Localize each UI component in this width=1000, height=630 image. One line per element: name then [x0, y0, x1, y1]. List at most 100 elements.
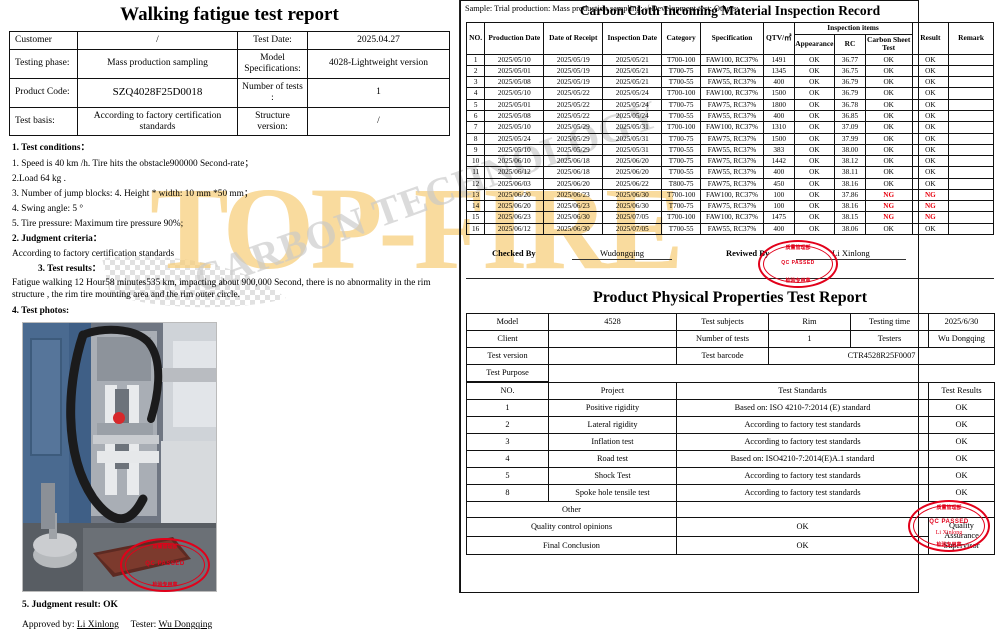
table-row: 2 Lateral rigidity According to factory te… — [466, 415, 995, 434]
physical-info-table: Model 4528 Test subjects Rim Testing tim… — [460, 0, 995, 593]
condition-line: 4. Swing angle: 5 ° — [12, 203, 84, 214]
cell-remark — [948, 121, 994, 134]
table-row: 13 2025/06/20 2025/06/23 2025/06/30 T700-100… — [465, 188, 994, 202]
cell-test-results: OK — [928, 449, 995, 468]
cell-rc: 38.06 — [834, 222, 866, 236]
approval-line: Approved by: Li Xinlong Tester: Wu Dongq… — [22, 620, 451, 630]
criteria-text: According to factory certification stand… — [12, 248, 175, 259]
table-row-final-conclusion: Final Conclusion OK — [466, 535, 995, 556]
table-group-header-row: NO. Production Date Date of Receipt Insp… — [465, 22, 994, 55]
report-header-table: Customer / Test Date: 2025.04.27 Testing… — [9, 31, 450, 137]
cell-result: OK — [911, 222, 950, 236]
cell-remark — [948, 155, 994, 168]
col-remark: Remark — [948, 22, 994, 55]
header-label-2: Model Specifications: — [237, 48, 308, 79]
section-divider — [466, 278, 994, 280]
table-row: 3 Inflation test According to factory test… — [466, 432, 995, 451]
condition-line: 3. Number of jump blocks: 4. Height * wi… — [12, 188, 254, 199]
header-value: SZQ4028F25D0018 — [77, 77, 238, 108]
value-testers: Wu Dongqing — [928, 330, 995, 348]
header-label: Testing phase: — [9, 48, 78, 79]
checked-by-label: Checked By — [492, 248, 536, 259]
table-row: Test Purpose Sample: Trial production: M… — [460, 0, 995, 593]
conditions-heading: 1. Test conditions： — [12, 143, 90, 154]
table-row: 1 2025/05/10 2025/05/19 2025/05/21 T700-100 F… — [465, 53, 994, 66]
cell-remark — [948, 200, 994, 213]
cell-remark — [948, 143, 994, 157]
cell-no: 3 — [465, 76, 486, 89]
header-value-2: 4028-Lightweight version — [307, 48, 450, 79]
table-row: 8 Spoke hole tensile test According to fac… — [466, 483, 995, 502]
table-row: Test basis: According to factory certifi… — [9, 106, 450, 137]
table-row: 8 2025/05/24 2025/05/29 2025/05/31 T700-75 FA… — [465, 132, 994, 145]
table-row: Customer / Test Date: 2025.04.27 — [9, 31, 450, 50]
physical-report-title: Product Physical Properties Test Report — [592, 289, 868, 307]
cell-remark — [948, 109, 994, 123]
header-value-2: 1 — [307, 77, 450, 108]
cell-inspection-date: 2025/07/05 — [602, 222, 663, 236]
table-row: 5 Shock Test According to factory test sta… — [466, 466, 995, 485]
table-row: 10 2025/06/10 2025/06/18 2025/06/20 T700-75 F… — [465, 155, 994, 168]
carbon-cloth-body: 1 2025/05/10 2025/05/19 2025/05/21 T700-100 F… — [465, 53, 994, 236]
cell-no: 16 — [465, 222, 486, 236]
header-value: Mass production sampling — [77, 48, 238, 79]
cell-remark — [948, 177, 994, 190]
col-result: Result — [911, 22, 950, 55]
cell-test-results: OK — [928, 415, 995, 434]
label-final-conclusion: Final Conclusion — [466, 535, 677, 556]
col-date-of-receipt: Date of Receipt — [543, 22, 604, 55]
value-test-purpose: Sample: Trial production: Mass productio… — [460, 0, 919, 593]
cell-remark — [948, 98, 994, 111]
physical-results-table: NO. Project Test Standards Test Results … — [466, 381, 995, 556]
header-label-2: Number of tests : — [237, 77, 308, 108]
cell-remark — [948, 132, 994, 145]
cell-no: 2 — [465, 64, 486, 78]
reviewed-by-value: Li Xinlong — [796, 248, 906, 261]
header-label: Product Code: — [9, 77, 78, 108]
label-test-barcode: Test barcode — [676, 346, 769, 365]
cell-test-results: OK — [928, 398, 995, 417]
table-row: 16 2025/06/12 2025/06/30 2025/07/05 T700-55 F… — [465, 222, 994, 236]
table-row: 11 2025/06/12 2025/06/18 2025/06/20 T700-55 F… — [465, 166, 994, 179]
criteria-heading: 2. Judgment criteria： — [12, 233, 103, 244]
column-divider — [459, 0, 460, 593]
results-heading: 3. Test results： — [38, 263, 102, 274]
table-row: 9 2025/05/10 2025/05/29 2025/05/31 T700-55 FA… — [465, 143, 994, 157]
carbon-cloth-title: Carbon Cloth Incoming Material Inspectio… — [579, 3, 881, 18]
header-label-2: Structure version: — [237, 106, 308, 137]
header-label: Test basis: — [9, 106, 78, 137]
col-qty: QTV/㎡ — [763, 22, 795, 55]
header-value-2: 2025.04.27 — [307, 31, 450, 50]
value-final-conclusion: OK — [676, 535, 929, 556]
cell-test-results: OK — [928, 483, 995, 502]
table-row: Product Code: SZQ4028F25D0018 Number of … — [9, 77, 450, 108]
signature-row-carbon: Checked By Wudongqing Reviwed By Li Xinl… — [466, 244, 994, 270]
cell-category: T700-55 — [661, 222, 701, 236]
cell-carbon-sheet-test: OK — [864, 222, 913, 236]
right-column: Carbon Cloth Incoming Material Inspectio… — [460, 0, 1000, 593]
table-row-qc-opinion: Quality control opinions OK Quality Assu… — [466, 517, 995, 556]
label-qa-supervisor: Quality Assurance Supervisor — [928, 517, 995, 556]
col-production-date: Production Date — [484, 22, 545, 55]
value-test-barcode: CTR4528R25F0007 — [768, 346, 995, 365]
judgment-result: 5. Judgment result: OK — [22, 600, 118, 611]
cell-remark — [948, 166, 994, 179]
left-column: Walking fatigue test report Customer / T… — [0, 0, 459, 630]
header-label-2: Test Date: — [237, 31, 308, 50]
col-test-results: Test Results — [928, 381, 995, 400]
table-row: 12 2025/06/03 2025/06/20 2025/06/22 T800-75 F… — [465, 177, 994, 190]
condition-line: 1. Speed is 40 km /h. Tire hits the obst… — [12, 158, 254, 169]
test-photo — [22, 322, 217, 593]
header-label: Customer — [9, 31, 78, 50]
cell-test-results: OK — [928, 432, 995, 451]
test-conditions-block: 1. Test conditions： 1. Speed is 40 km /h… — [12, 141, 449, 319]
cell-remark — [948, 53, 994, 66]
condition-line: 2.Load 64 kg . — [12, 173, 66, 184]
cell-remark — [948, 64, 994, 78]
condition-line: 5. Tire pressure: Maximum tire pressure … — [12, 218, 184, 229]
carbon-cloth-table: NO. Production Date Date of Receipt Insp… — [465, 22, 994, 236]
tester-value: Wu Dongqing — [158, 620, 213, 630]
approved-by-value: Li Xinlong — [76, 620, 119, 630]
results-text: Fatigue walking 12 Hour58 minutes535 km,… — [12, 277, 431, 301]
